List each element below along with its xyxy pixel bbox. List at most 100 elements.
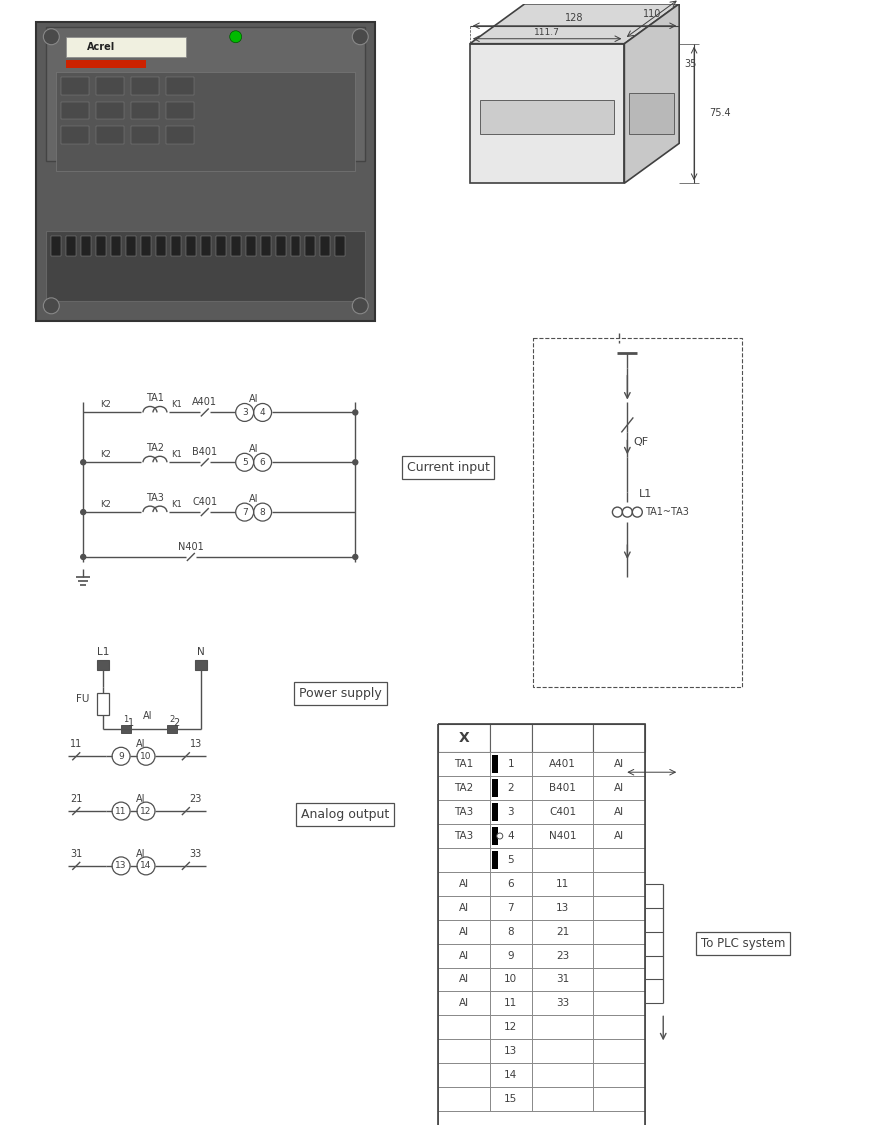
Bar bbox=[532, 338, 742, 686]
Circle shape bbox=[80, 460, 86, 465]
Text: 10: 10 bbox=[140, 752, 152, 760]
Bar bbox=[231, 236, 240, 256]
Bar bbox=[531, 824, 593, 848]
Bar bbox=[438, 1112, 645, 1125]
Text: To PLC system: To PLC system bbox=[701, 937, 785, 951]
Text: K2: K2 bbox=[100, 400, 110, 410]
Bar bbox=[480, 99, 614, 134]
Bar bbox=[531, 872, 593, 896]
Text: K2: K2 bbox=[100, 500, 110, 508]
Bar bbox=[531, 776, 593, 800]
Text: AI: AI bbox=[249, 494, 259, 504]
Bar bbox=[186, 236, 196, 256]
Text: AI: AI bbox=[136, 739, 146, 749]
Text: 21: 21 bbox=[70, 794, 82, 804]
Bar bbox=[66, 37, 186, 56]
Bar bbox=[489, 800, 531, 824]
Bar bbox=[593, 1016, 645, 1040]
Text: 33: 33 bbox=[190, 849, 202, 858]
Text: K1: K1 bbox=[171, 450, 183, 459]
Bar bbox=[593, 1063, 645, 1087]
Bar bbox=[531, 800, 593, 824]
Bar bbox=[489, 1040, 531, 1063]
Text: TA1: TA1 bbox=[454, 759, 474, 770]
Bar bbox=[593, 944, 645, 968]
Bar bbox=[438, 920, 489, 944]
Bar bbox=[489, 968, 531, 991]
Bar bbox=[531, 896, 593, 920]
Bar bbox=[531, 1063, 593, 1087]
Circle shape bbox=[353, 410, 357, 415]
Text: 110: 110 bbox=[642, 9, 661, 19]
Text: TA3: TA3 bbox=[146, 493, 164, 503]
Bar bbox=[166, 126, 194, 144]
Bar bbox=[66, 236, 76, 256]
Bar bbox=[131, 76, 159, 94]
Text: AI: AI bbox=[136, 794, 146, 804]
Bar bbox=[46, 27, 365, 161]
Text: B401: B401 bbox=[549, 783, 576, 793]
Text: 8: 8 bbox=[508, 927, 514, 937]
Text: 14: 14 bbox=[504, 1070, 517, 1080]
Text: 4: 4 bbox=[260, 408, 266, 417]
Text: TA1~TA3: TA1~TA3 bbox=[645, 507, 690, 518]
Text: 2: 2 bbox=[173, 719, 179, 728]
Text: 9: 9 bbox=[508, 951, 514, 961]
Circle shape bbox=[496, 832, 503, 839]
Text: 3: 3 bbox=[242, 408, 247, 417]
Bar bbox=[492, 803, 498, 821]
Bar bbox=[61, 126, 89, 144]
Text: 12: 12 bbox=[504, 1023, 517, 1033]
Bar bbox=[56, 72, 355, 171]
Text: K1: K1 bbox=[171, 400, 183, 410]
Bar bbox=[166, 76, 194, 94]
Text: AI: AI bbox=[459, 927, 469, 937]
Text: L1: L1 bbox=[97, 647, 109, 657]
Text: 31: 31 bbox=[556, 974, 569, 984]
Text: L1: L1 bbox=[639, 489, 653, 500]
Bar bbox=[593, 724, 645, 753]
Text: TA2: TA2 bbox=[146, 443, 164, 453]
Text: TA1: TA1 bbox=[146, 394, 164, 404]
Text: A401: A401 bbox=[192, 397, 218, 407]
Text: 3: 3 bbox=[508, 807, 514, 817]
Text: 13: 13 bbox=[556, 902, 569, 912]
Bar bbox=[438, 968, 489, 991]
Bar bbox=[81, 236, 91, 256]
Bar bbox=[489, 848, 531, 872]
Bar bbox=[126, 236, 136, 256]
Bar bbox=[438, 944, 489, 968]
Circle shape bbox=[352, 298, 368, 314]
Bar bbox=[438, 1063, 489, 1087]
Bar bbox=[531, 944, 593, 968]
Text: 1: 1 bbox=[128, 719, 134, 728]
Text: C401: C401 bbox=[192, 497, 218, 507]
Text: 9: 9 bbox=[118, 752, 124, 760]
Bar bbox=[629, 92, 674, 134]
Bar bbox=[121, 726, 131, 734]
Text: AI: AI bbox=[614, 783, 624, 793]
Text: TA2: TA2 bbox=[454, 783, 474, 793]
Text: 13: 13 bbox=[504, 1046, 517, 1056]
Text: AI: AI bbox=[614, 831, 624, 842]
Bar bbox=[531, 724, 593, 753]
Bar bbox=[438, 1016, 489, 1040]
Text: 31: 31 bbox=[70, 849, 82, 858]
Text: C401: C401 bbox=[549, 807, 576, 817]
Text: B401: B401 bbox=[192, 448, 218, 457]
Text: 2: 2 bbox=[170, 714, 175, 723]
Circle shape bbox=[44, 29, 59, 45]
Bar bbox=[593, 848, 645, 872]
Text: QF: QF bbox=[634, 438, 649, 448]
Bar bbox=[489, 1087, 531, 1112]
Bar bbox=[489, 776, 531, 800]
Text: TA3: TA3 bbox=[454, 807, 474, 817]
Text: X: X bbox=[459, 731, 469, 746]
Text: 5: 5 bbox=[242, 458, 247, 467]
Bar bbox=[111, 236, 121, 256]
Bar bbox=[489, 896, 531, 920]
Bar bbox=[438, 724, 645, 1125]
Bar bbox=[489, 872, 531, 896]
Bar bbox=[321, 236, 330, 256]
Bar bbox=[131, 101, 159, 119]
